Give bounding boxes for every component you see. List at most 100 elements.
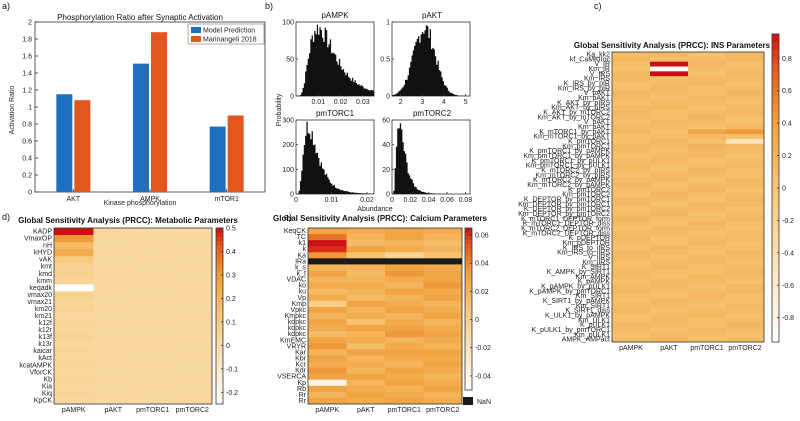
colorbar-tick-label: -0.6 bbox=[782, 283, 794, 290]
heatmap-cell bbox=[133, 396, 173, 405]
colorbar-segment bbox=[772, 95, 779, 104]
x-tick-label: 0.02 bbox=[360, 197, 374, 204]
heatmap-cell bbox=[612, 143, 651, 149]
heatmap-cell bbox=[688, 197, 727, 203]
row-label: Km_pmTORC2 bbox=[562, 192, 610, 199]
heatmap-cell bbox=[726, 255, 765, 261]
colorbar-tick-label: 0.1 bbox=[226, 319, 236, 326]
y-tick-label: 50 bbox=[286, 57, 294, 64]
colorbar-segment bbox=[772, 272, 779, 281]
colorbar-tick-label: -0.04 bbox=[475, 373, 491, 380]
row-label: k13f bbox=[39, 334, 52, 341]
heatmap-cell bbox=[54, 298, 94, 306]
heatmap-cell bbox=[385, 367, 424, 374]
heatmap-cell bbox=[385, 331, 424, 338]
heatmap-cell bbox=[308, 228, 347, 235]
colorbar-segment bbox=[465, 325, 472, 330]
heatmap-cell bbox=[93, 368, 134, 377]
heatmap-cell bbox=[726, 172, 765, 178]
heatmap-cell bbox=[650, 327, 689, 333]
heatmap-cell bbox=[612, 303, 651, 309]
heatmap-cell bbox=[423, 282, 463, 289]
heatmap-cell bbox=[726, 56, 765, 62]
heatmap-cell bbox=[308, 282, 347, 289]
colorbar-segment bbox=[465, 236, 472, 241]
heatmap-cell bbox=[650, 100, 689, 106]
colorbar-segment bbox=[772, 188, 779, 196]
heatmap-cell bbox=[650, 76, 689, 82]
row-label: Km_AKT_by_pIRS bbox=[551, 105, 610, 112]
colorbar-segment bbox=[216, 232, 223, 238]
heatmap-cell bbox=[612, 148, 651, 154]
heatmap-cell bbox=[688, 240, 727, 246]
heatmap-cell bbox=[726, 71, 765, 77]
heatmap-cell bbox=[650, 129, 689, 135]
heatmap-cell bbox=[308, 367, 347, 374]
heatmap-cell bbox=[650, 264, 689, 270]
heatmap-cell bbox=[612, 56, 651, 62]
heatmap-cell bbox=[726, 201, 765, 207]
row-label: Km_DEPTOR_by_pmTORC1 bbox=[518, 201, 610, 208]
y-tick-label: 2 bbox=[28, 20, 32, 27]
row-label: KmEMC bbox=[280, 337, 306, 344]
y-tick-label: 0.4 bbox=[22, 156, 32, 163]
heatmap-cell bbox=[650, 313, 689, 319]
heatmap-cell bbox=[726, 197, 765, 203]
x-tick-label: mTOR1 bbox=[214, 196, 238, 203]
column-label: pAMPK bbox=[62, 407, 86, 414]
heatmap-cell bbox=[650, 187, 689, 193]
colorbar-segment bbox=[216, 302, 223, 308]
heatmap-cell bbox=[726, 153, 765, 159]
row-label: Km_pAKT bbox=[578, 124, 611, 131]
row-label: K_pAMPK_by_pmTORC1 bbox=[529, 288, 610, 295]
heatmap-cell bbox=[688, 259, 727, 265]
row-label: km21 bbox=[35, 313, 52, 320]
heatmap-cell bbox=[423, 349, 463, 356]
heatmap-cell bbox=[612, 71, 651, 77]
row-label: K_DEPTOR_by_pmTORC1 bbox=[524, 196, 610, 203]
heatmap-frame bbox=[307, 227, 463, 405]
heatmap-cell bbox=[688, 100, 727, 106]
row-label: K_AMPK_by_SIRT1 bbox=[547, 269, 610, 276]
heatmap-cell bbox=[688, 110, 727, 116]
heatmap-cell bbox=[133, 284, 173, 292]
heatmap-cell bbox=[650, 288, 689, 294]
heatmap-cell bbox=[93, 228, 134, 236]
heatmap-cell bbox=[688, 216, 727, 222]
heatmap-cell bbox=[308, 391, 347, 399]
x-tick-label: 0.01 bbox=[325, 197, 339, 204]
colorbar-tick-label: 0.3 bbox=[226, 272, 236, 279]
column-label: pmTORC2 bbox=[426, 407, 459, 414]
colorbar-segment bbox=[465, 304, 472, 310]
heatmap-cell bbox=[346, 349, 386, 356]
colorbar-segment bbox=[216, 377, 223, 383]
heatmap-cell bbox=[650, 163, 689, 169]
heatmap-cell bbox=[688, 221, 727, 227]
heatmap-cell bbox=[308, 294, 347, 302]
heatmap-cell bbox=[385, 234, 424, 241]
heatmap-cell bbox=[650, 322, 689, 328]
heatmap-cell bbox=[385, 379, 424, 387]
heatmap-cell bbox=[688, 192, 727, 198]
heatmap-cell bbox=[346, 367, 386, 374]
y-tick-label: 200 bbox=[282, 142, 294, 149]
row-label: IRa bbox=[295, 258, 306, 265]
heatmap-cell bbox=[612, 182, 651, 188]
heatmap-cell bbox=[650, 245, 689, 251]
heatmap-cell bbox=[172, 368, 213, 377]
heatmap-cell bbox=[423, 252, 463, 259]
heatmap-cell bbox=[650, 158, 689, 164]
heatmap-cell bbox=[650, 274, 689, 280]
heatmap-cell bbox=[612, 269, 651, 275]
bar-marinangeli-2018-mtor1 bbox=[227, 115, 244, 192]
heatmap-cell bbox=[346, 294, 386, 302]
heatmap-cell bbox=[346, 264, 386, 271]
heatmap-cell bbox=[612, 192, 651, 198]
heatmap-cell bbox=[346, 319, 386, 326]
colorbar-segment bbox=[772, 72, 779, 81]
row-label: Km_mTORC2_by_pAMPK bbox=[527, 182, 610, 189]
heatmap-metabolic-title: Global Sensitivity Analysis (PRCC): Meta… bbox=[18, 216, 238, 225]
heatmap-cell bbox=[650, 148, 689, 154]
heatmap-cell bbox=[172, 361, 213, 370]
heatmap-cell bbox=[612, 134, 651, 140]
